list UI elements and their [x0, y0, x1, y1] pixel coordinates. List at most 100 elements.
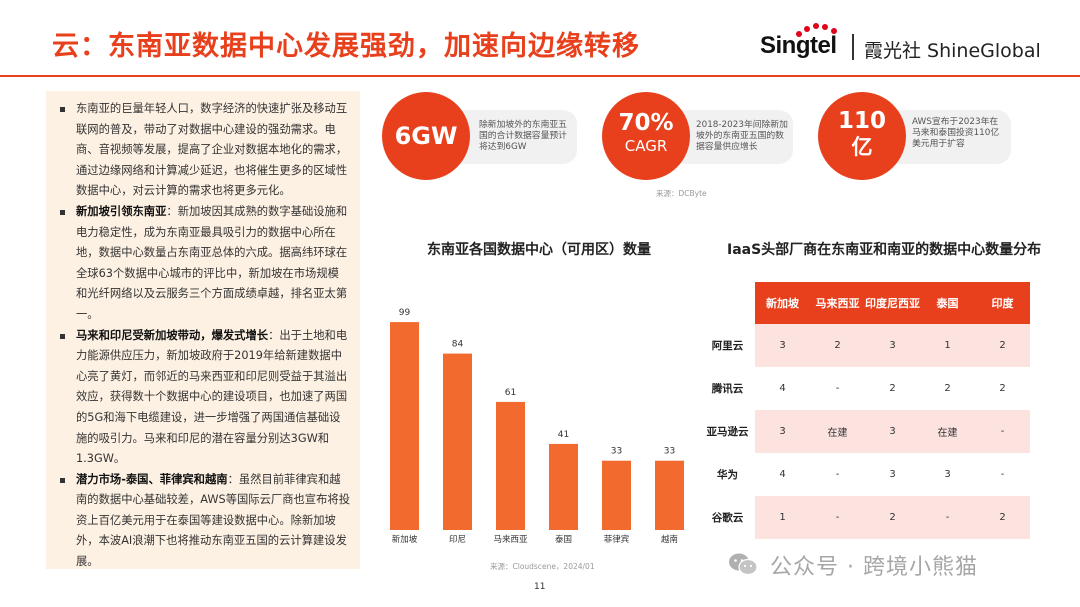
summary-paragraph: 潜力市场-泰国、菲律宾和越南：虽然目前菲律宾和越南的数据中心基础较差，AWS等国… — [60, 470, 350, 573]
row-label: 谷歌云 — [711, 512, 744, 524]
kpi-circle: 70% CAGR — [602, 92, 690, 180]
bar-新加坡 — [390, 322, 419, 530]
table-cell: 2 — [999, 383, 1006, 394]
table-cell: 2 — [975, 324, 1030, 367]
table-cell: 3 — [944, 469, 951, 480]
table-cell: - — [835, 383, 840, 394]
table-cell: 3 — [889, 469, 896, 480]
table-cell: - — [810, 496, 865, 539]
table-row: 谷歌云 1 - 2 - 2 — [700, 496, 1030, 539]
singtel-logo: Singtel — [760, 32, 837, 59]
title-divider — [0, 75, 1080, 77]
summary-paragraph: 新加坡引领东南亚：新加坡因其成熟的数字基础设施和电力稳定性，成为东南亚最具吸引力… — [60, 202, 350, 326]
table-cell: 2 — [889, 383, 896, 394]
column-header: 泰国 — [936, 297, 959, 310]
watermark-text: 公众号 · 跨境小熊猫 — [770, 555, 978, 580]
table-cell: 3 — [865, 410, 920, 453]
row-label: 亚马逊云 — [706, 426, 749, 438]
paragraph-heading: 潜力市场-泰国、菲律宾和越南 — [76, 472, 228, 486]
x-tick-label: 马来西亚 — [493, 535, 528, 545]
table-cell: 3 — [755, 324, 810, 367]
bar-泰国 — [549, 443, 578, 530]
bar-chart-title: 东南亚各国数据中心（可用区）数量 — [427, 242, 651, 258]
paragraph-heading: 马来和印尼受新加坡带动，爆发式增长 — [76, 328, 269, 342]
column-header: 马来西亚 — [815, 297, 860, 310]
bar-印尼 — [443, 353, 472, 530]
paragraph-heading: 新加坡引领东南亚 — [76, 204, 167, 218]
column-header: 新加坡 — [766, 297, 799, 310]
bar-越南 — [655, 460, 684, 530]
table-cell: 1 — [920, 324, 975, 367]
bullet-icon — [60, 209, 65, 215]
table-cell: - — [920, 496, 975, 539]
bullet-icon — [60, 333, 65, 339]
kpi-value: 70% — [618, 110, 674, 136]
table-cell: - — [835, 469, 840, 480]
page-title: 云：东南亚数据中心发展强劲，加速向边缘转移 — [52, 31, 640, 62]
table-cell: 4 — [779, 383, 786, 394]
x-tick-label: 印尼 — [449, 534, 466, 545]
table-cell: 2 — [975, 496, 1030, 539]
table-cell: 在建 — [920, 410, 975, 453]
table-cell: 4 — [779, 469, 786, 480]
kpi-value: 110 — [837, 108, 886, 134]
kpi-value: 6GW — [394, 122, 458, 150]
table-cell: 1 — [755, 496, 810, 539]
table-row: 华为 4 - 3 3 - — [700, 453, 1030, 496]
wechat-icon — [729, 553, 758, 576]
bar-value-label: 99 — [399, 308, 411, 318]
table-header-row: 新加坡 马来西亚 印度尼西亚 泰国 印度 — [755, 282, 1030, 324]
table-cell: 2 — [944, 383, 951, 394]
table-cell: 2 — [865, 496, 920, 539]
shineglobal-logo: 霞光社 ShineGlobal — [864, 40, 1041, 62]
chart-source: 来源：Cloudscene，2024/01 — [490, 562, 595, 571]
table-cell: 3 — [755, 410, 810, 453]
page-number: 11 — [534, 582, 546, 592]
bar-菲律宾 — [602, 460, 631, 530]
table-cell: 在建 — [810, 410, 865, 453]
summary-paragraph: 马来和印尼受新加坡带动，爆发式增长：出于土地和电力能源供应压力，新加坡政府于20… — [60, 326, 350, 470]
bar-value-label: 33 — [664, 447, 675, 457]
bar-马来西亚 — [496, 401, 525, 530]
table-title: IaaS头部厂商在东南亚和南亚的数据中心数量分布 — [727, 242, 1042, 258]
table-row: 阿里云 3 2 3 1 2 — [700, 324, 1030, 367]
kpi-circle: 110 亿 — [818, 92, 906, 180]
bar-value-label: 33 — [611, 447, 622, 457]
x-tick-label: 泰国 — [555, 534, 572, 545]
kpi-description: 2018-2023年间除新加坡外的东南亚五国的数据容量供应增长 — [696, 120, 788, 152]
kpi-description: AWS宣布于2023年在马来和泰国投资110亿美元用于扩容 — [912, 117, 1000, 149]
table-cell: - — [975, 410, 1030, 453]
x-tick-label: 新加坡 — [392, 534, 418, 545]
paragraph-text: ：出于土地和电力能源供应压力，新加坡政府于2019年给新建数据中心亮了黄灯，而邻… — [76, 328, 348, 466]
x-tick-label: 越南 — [661, 534, 678, 545]
kpi-unit: 亿 — [851, 135, 873, 159]
bullet-icon — [60, 477, 65, 483]
paragraph-text: 东南亚的巨量年轻人口，数字经济的快速扩张及移动互联网的普及，带动了对数据中心建设… — [76, 102, 348, 198]
kpi-unit: CAGR — [624, 137, 668, 155]
table-cell: 3 — [865, 324, 920, 367]
table-cell: - — [1000, 469, 1005, 480]
table-cell: 2 — [810, 324, 865, 367]
column-header: 印度 — [991, 297, 1014, 310]
kpi-circle: 6GW — [382, 92, 470, 180]
kpi-description: 除新加坡外的东南亚五国的合计数据容量预计将达到6GW — [479, 120, 567, 152]
brand-logos: Singtel 霞光社 ShineGlobal — [760, 23, 1050, 68]
column-header: 印度尼西亚 — [865, 297, 920, 310]
kpi-source: 来源：DCByte — [656, 189, 707, 198]
summary-paragraph: 东南亚的巨量年轻人口，数字经济的快速扩张及移动互联网的普及，带动了对数据中心建设… — [60, 99, 350, 202]
paragraph-text: ：新加坡因其成熟的数字基础设施和电力稳定性，成为东南亚最具吸引力的数据中心所在地… — [76, 204, 348, 321]
summary-panel: 东南亚的巨量年轻人口，数字经济的快速扩张及移动互联网的普及，带动了对数据中心建设… — [46, 91, 360, 569]
paragraph-text: ：虽然目前菲律宾和越南的数据中心基础较差，AWS等国际云厂商也宣布将投资上百亿美… — [76, 472, 350, 569]
iaas-table: 新加坡 马来西亚 印度尼西亚 泰国 印度 阿里云 3 2 3 1 2 腾讯云 4… — [700, 282, 1030, 539]
table-row: 腾讯云 4 - 2 2 2 — [700, 367, 1030, 410]
bar-value-label: 61 — [505, 388, 516, 398]
row-label: 腾讯云 — [711, 383, 744, 395]
bar-chart: 99 新加坡 84 印尼 61 马来西亚 41 泰国 33 菲律宾 33 越南 — [390, 308, 684, 545]
bar-value-label: 84 — [452, 340, 464, 350]
bullet-icon — [60, 107, 65, 112]
singtel-dots-icon — [796, 23, 846, 37]
table-row: 亚马逊云 3 在建 3 在建 - — [700, 410, 1030, 453]
row-label: 阿里云 — [711, 340, 744, 352]
x-tick-label: 菲律宾 — [604, 534, 630, 545]
row-label: 华为 — [717, 469, 738, 481]
